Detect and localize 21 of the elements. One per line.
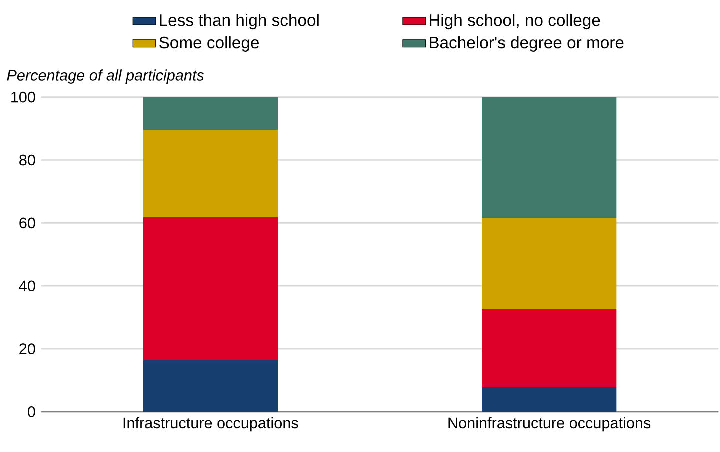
legend-label: Some college	[160, 36, 260, 52]
bar	[143, 130, 278, 218]
legend-label: High school, no college	[430, 14, 600, 30]
y-tick-label: 40	[19, 280, 36, 292]
y-tick-label: 80	[20, 154, 36, 166]
legend-label: Less than high school	[160, 14, 319, 30]
y-tick-label: 100	[12, 92, 36, 103]
bar	[143, 360, 278, 412]
bar	[482, 309, 617, 388]
y-tick-label: 20	[20, 344, 36, 354]
bar	[143, 218, 278, 360]
bar	[143, 97, 278, 130]
y-tick-label: 0	[28, 406, 36, 418]
x-tick-label: Infrastructure occupations	[124, 417, 298, 432]
bar	[482, 97, 617, 218]
y-axis-title: Percentage of all participants	[7, 70, 204, 84]
bar	[482, 387, 617, 412]
y-tick-label: 60	[20, 218, 36, 229]
x-tick-label: Noninfrastructure occupations	[448, 417, 651, 432]
legend-label: Bachelor's degree or more	[430, 36, 624, 52]
bar	[482, 218, 617, 310]
